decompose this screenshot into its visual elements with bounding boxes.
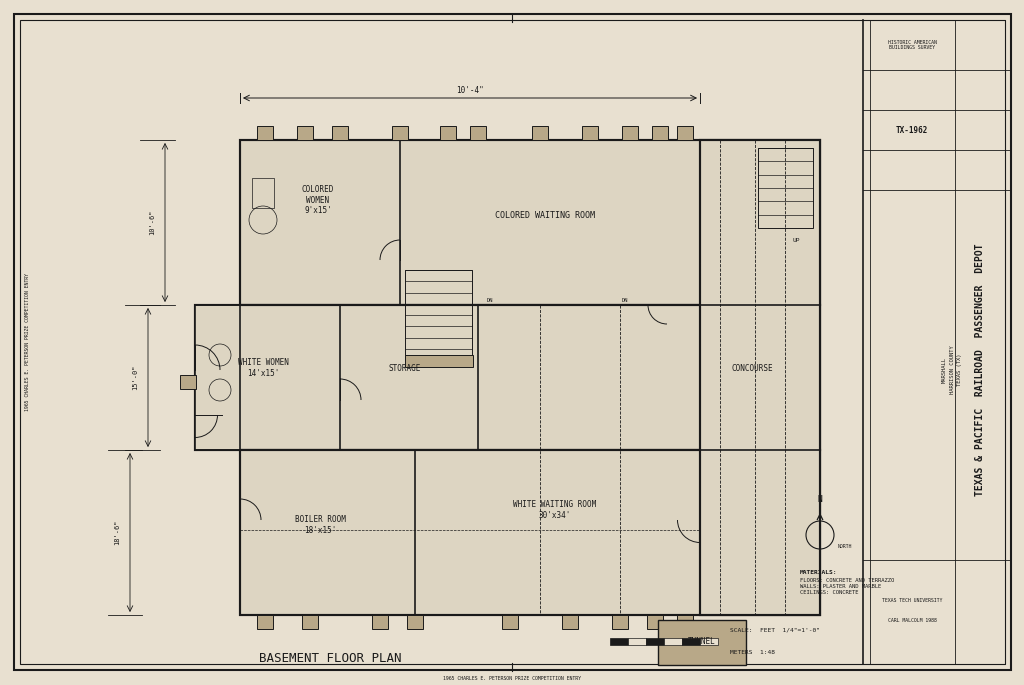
Bar [758, 148, 813, 228]
Text: CARL MALCOLM 1988: CARL MALCOLM 1988 [888, 617, 936, 623]
Text: 1965 CHARLES E. PETERSON PRIZE COMPETITION ENTRY: 1965 CHARLES E. PETERSON PRIZE COMPETITI… [26, 273, 31, 411]
Text: DN: DN [622, 297, 629, 303]
Bar [532, 126, 548, 140]
Text: WHITE WOMEN
14'x15': WHITE WOMEN 14'x15' [238, 358, 289, 377]
Bar [582, 126, 598, 140]
Bar [257, 126, 273, 140]
Text: COLORED
WOMEN
9'x15': COLORED WOMEN 9'x15' [302, 185, 334, 215]
Bar [195, 305, 820, 450]
Bar [502, 615, 518, 629]
Bar [647, 615, 663, 629]
Text: METERS  1:48: METERS 1:48 [730, 650, 775, 655]
Bar [628, 638, 646, 645]
Bar [677, 615, 693, 629]
Bar [252, 178, 274, 208]
Text: TEXAS & PACIFIC  RAILROAD  PASSENGER  DEPOT: TEXAS & PACIFIC RAILROAD PASSENGER DEPOT [975, 244, 985, 497]
Bar [664, 638, 682, 645]
Text: 15'-0": 15'-0" [132, 364, 138, 390]
Text: SCALE:  FEET  1/4"=1'-0": SCALE: FEET 1/4"=1'-0" [730, 628, 820, 633]
Bar [240, 140, 820, 305]
Bar [407, 615, 423, 629]
Text: MARSHALL: MARSHALL [941, 357, 946, 383]
Bar [562, 615, 578, 629]
Text: TUNNEL: TUNNEL [688, 638, 716, 647]
Bar [612, 615, 628, 629]
Text: HARRISON COUNTY: HARRISON COUNTY [949, 346, 954, 395]
Text: FLOORS: CONCRETE AND TERRAZZO
WALLS: PLASTER AND MARBLE
CEILINGS: CONCRETE: FLOORS: CONCRETE AND TERRAZZO WALLS: PLA… [800, 578, 894, 595]
Bar [658, 620, 746, 665]
Text: TX-1962: TX-1962 [896, 125, 928, 134]
Bar [700, 638, 718, 645]
Text: BASEMENT FLOOR PLAN: BASEMENT FLOOR PLAN [259, 651, 401, 664]
Bar [470, 126, 486, 140]
Bar [610, 638, 628, 645]
Text: UP: UP [793, 238, 800, 242]
Bar [406, 270, 472, 360]
Bar [440, 126, 456, 140]
Bar [406, 355, 473, 367]
Text: N: N [818, 495, 822, 503]
Text: NORTH: NORTH [838, 545, 852, 549]
Text: 18'-6": 18'-6" [114, 519, 120, 545]
Text: 1965 CHARLES E. PETERSON PRIZE COMPETITION ENTRY: 1965 CHARLES E. PETERSON PRIZE COMPETITI… [443, 675, 581, 680]
Text: MATERIALS:: MATERIALS: [800, 570, 838, 575]
Text: 10'-6": 10'-6" [150, 209, 155, 235]
Bar [677, 126, 693, 140]
Bar [240, 450, 820, 615]
Bar [622, 126, 638, 140]
Bar [646, 638, 664, 645]
Text: TEXAS (TX): TEXAS (TX) [957, 353, 963, 386]
Text: WHITE WAITING ROOM
30'x34': WHITE WAITING ROOM 30'x34' [513, 500, 597, 520]
Bar [652, 126, 668, 140]
Text: TEXAS TECH UNIVERSITY: TEXAS TECH UNIVERSITY [882, 597, 942, 603]
Bar [392, 126, 408, 140]
Bar [372, 615, 388, 629]
Text: BOILER ROOM
18'x15': BOILER ROOM 18'x15' [295, 515, 345, 535]
Text: 10'-4": 10'-4" [456, 86, 484, 95]
Bar [180, 375, 196, 389]
Text: COLORED WAITING ROOM: COLORED WAITING ROOM [495, 210, 595, 219]
Bar [297, 126, 313, 140]
Text: STORAGE: STORAGE [389, 364, 421, 373]
Bar [682, 638, 700, 645]
Text: DN: DN [486, 297, 494, 303]
Bar [700, 140, 820, 615]
Text: CONCOURSE: CONCOURSE [731, 364, 773, 373]
Bar [302, 615, 318, 629]
Bar [257, 615, 273, 629]
Text: HISTORIC AMERICAN
BUILDINGS SURVEY: HISTORIC AMERICAN BUILDINGS SURVEY [888, 40, 936, 51]
Bar [195, 305, 240, 450]
Bar [332, 126, 348, 140]
